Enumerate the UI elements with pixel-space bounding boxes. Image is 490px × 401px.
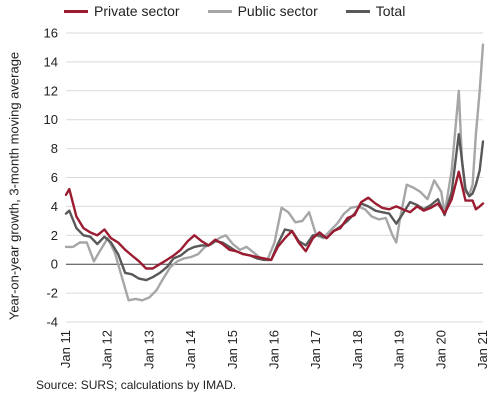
legend-swatch — [345, 9, 370, 13]
legend-swatch — [207, 9, 232, 13]
x-tick-label: Jan 11 — [58, 330, 73, 368]
x-tick-label: Jan 20 — [433, 330, 448, 369]
legend-swatch — [64, 9, 88, 13]
legend-item: Public sector — [207, 3, 318, 19]
series-line-public-sector — [64, 43, 485, 302]
line-chart: -4 -2 0 2 4 6 8 10 12 14 16 Jan 11 Jan 12 Jan 13 Jan 1… — [44, 26, 490, 370]
chart-legend: Private sector Public sector Total — [64, 3, 405, 19]
y-tick-label: 6 — [51, 170, 58, 185]
legend-label: Public sector — [237, 3, 318, 19]
y-tick-label: 8 — [51, 141, 58, 156]
y-tick-label: 14 — [44, 54, 58, 69]
x-tick-label: Jan 12 — [100, 330, 115, 369]
y-tick-label: -2 — [46, 286, 58, 301]
x-tick-label: Jan 16 — [267, 330, 282, 369]
x-tick-label: Jan 18 — [350, 330, 365, 369]
y-tick-label: 2 — [51, 228, 58, 243]
y-tick-label: 4 — [51, 199, 58, 214]
source-note: Source: SURS; calculations by IMAD. — [36, 378, 237, 392]
legend-label: Private sector — [94, 3, 180, 19]
legend-item: Total — [345, 3, 406, 19]
series-line-private-sector — [64, 170, 485, 270]
x-tick-label: Jan 19 — [392, 330, 407, 369]
x-tick-label: Jan 14 — [183, 330, 198, 369]
x-tick-label: Jan 17 — [308, 330, 323, 369]
y-tick-label: -4 — [46, 315, 58, 330]
y-tick-label: 10 — [44, 112, 58, 127]
x-tick-label: Jan 21 — [475, 330, 490, 369]
legend-label: Total — [375, 3, 406, 19]
legend-item: Private sector — [64, 3, 180, 19]
y-tick-label: 16 — [44, 26, 58, 41]
x-tick-label: Jan 13 — [141, 330, 156, 369]
y-tick-label: 12 — [44, 83, 58, 98]
x-tick-label: Jan 15 — [225, 330, 240, 369]
series-line-total — [64, 133, 485, 282]
y-tick-label: 0 — [51, 257, 58, 272]
